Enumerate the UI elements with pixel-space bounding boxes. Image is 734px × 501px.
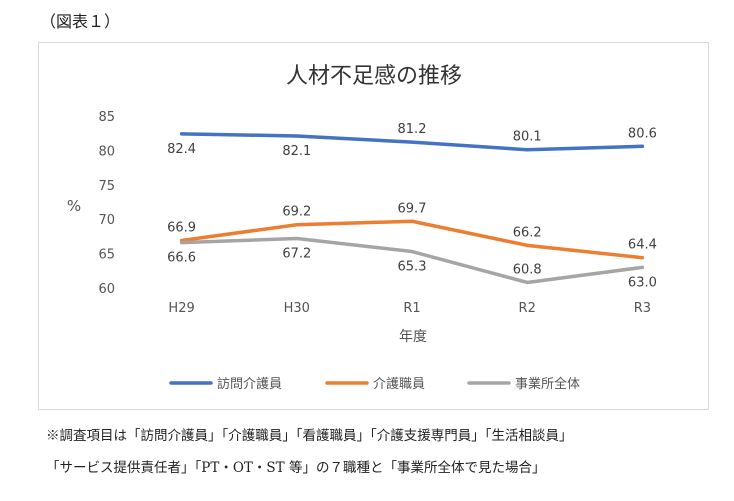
data-label: 66.6: [167, 251, 196, 266]
chart-container: 人材不足感の推移 % 年度 60 65 70 75 80 85 H29 H30 R1 R2 R3 …: [38, 42, 709, 410]
x-tick-label: R3: [634, 301, 651, 316]
y-tick-label: 85: [98, 110, 115, 125]
data-label: 82.4: [167, 142, 196, 157]
y-axis-label: %: [67, 197, 81, 215]
chart-title: 人材不足感の推移: [286, 64, 462, 89]
data-label: 80.6: [628, 126, 657, 141]
data-label: 82.1: [282, 144, 311, 159]
data-label: 66.2: [513, 225, 542, 240]
note-line-2: 「サービス提供責任者」「PT・OT・ST 等」の７職種と「事業所全体で見た場合」: [46, 460, 546, 476]
figure-label: （図表１）: [40, 12, 121, 31]
y-tick-label: 65: [98, 248, 115, 263]
series-line-1: [179, 132, 645, 152]
x-axis-ticks: H29 H30 R1 R2 R3: [168, 301, 651, 316]
data-label: 81.2: [398, 122, 427, 137]
y-tick-label: 75: [98, 179, 115, 194]
x-tick-label: R1: [403, 301, 420, 316]
data-label: 60.8: [513, 262, 542, 277]
x-axis-label: 年度: [399, 329, 427, 345]
series-line-2: [179, 219, 645, 260]
data-label: 67.2: [282, 246, 311, 261]
data-label: 64.4: [628, 238, 657, 253]
data-label: 69.2: [282, 205, 311, 220]
data-label: 69.7: [398, 201, 427, 216]
x-tick-label: R2: [519, 301, 536, 316]
data-labels: 82.4 82.1 81.2 80.1 80.6 66.9 69.2 69.7 66.2 64.4…: [167, 122, 657, 290]
data-label: 65.3: [398, 260, 427, 275]
note-line-1: ※調査項目は「訪問介護員」「介護職員」「看護職員」「介護支援専門員」「生活相談員…: [46, 428, 573, 444]
data-label: 80.1: [513, 130, 542, 145]
legend-label: 訪問介護員: [217, 376, 282, 392]
x-tick-label: H30: [284, 301, 310, 316]
x-tick-label: H29: [168, 301, 194, 316]
y-tick-label: 80: [98, 144, 115, 159]
series-lines: [179, 132, 645, 285]
legend: 訪問介護員 介護職員 事業所全体: [169, 376, 580, 392]
y-axis-ticks: 60 65 70 75 80 85: [98, 110, 115, 297]
y-tick-label: 70: [98, 213, 115, 228]
legend-label: 介護職員: [373, 376, 425, 392]
data-label: 66.9: [167, 221, 196, 236]
series-line-3: [179, 236, 645, 285]
data-label: 63.0: [628, 275, 657, 290]
y-tick-label: 60: [98, 282, 115, 297]
legend-label: 事業所全体: [515, 376, 580, 392]
